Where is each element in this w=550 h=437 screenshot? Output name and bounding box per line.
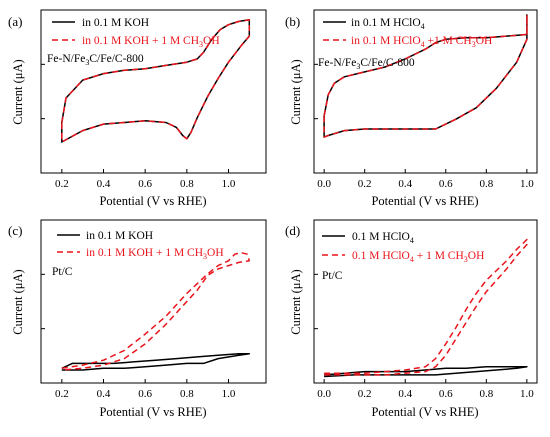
legend-c: in 0.1 M KOH in 0.1 M KOH + 1 M CH3OH [57,230,224,261]
x-tick-label-b-3: 0.6 [439,178,453,190]
x-tick-label-c-4: 1.0 [222,388,236,400]
series-line-d-2 [324,238,528,376]
legend-d: 0.1 M HClO4 0.1 M HClO4 + 1 M CH3OH [322,231,484,264]
x-tick-label-b-2: 0.4 [398,178,412,190]
legend-b: in 0.1 M HClO4 in 0.1 M HClO4 +1 M CH3OH [323,17,492,49]
sample-label-d: Pt/C [322,270,343,282]
x-axis-label-b: Potential (V vs RHE) [371,194,478,208]
x-axis-label-a: Potential (V vs RHE) [99,194,206,208]
series-line-a-1 [61,19,251,143]
series-group-a [61,19,251,143]
y-ticks-a [41,63,45,120]
plot-frame-d [313,219,538,384]
legend-entry-c-2: in 0.1 M KOH + 1 M CH3OH [86,247,224,261]
sample-label-c: Pt/C [52,266,73,278]
x-tick-label-b-5: 1.0 [520,178,534,190]
x-tick-label-c-2: 0.6 [138,388,152,400]
x-tick-label-a-1: 0.4 [97,178,111,190]
sample-label-a: Fe-N/Fe3C/Fe/C-800 [47,53,144,67]
x-tick-label-d-2: 0.4 [398,388,412,400]
series-line-b-2 [323,14,528,138]
subfigure-label-d: (d) [285,223,300,238]
legend-entry-b-2: in 0.1 M HClO4 +1 M CH3OH [351,35,492,49]
x-tick-label-a-4: 1.0 [222,178,236,190]
plot-frame-a [40,9,267,174]
legend-entry-b-1: in 0.1 M HClO4 [351,17,425,31]
x-tick-label-b-4: 0.8 [479,178,493,190]
legend-entry-d-2: 0.1 M HClO4 + 1 M CH3OH [352,250,484,264]
series-line-c-2 [61,251,251,371]
x-tick-label-b-0: 0.0 [317,178,331,190]
subfigure-label-c: (c) [8,223,22,238]
series-line-b-1 [323,14,528,138]
y-ticks-d [314,273,318,330]
x-tick-label-a-2: 0.6 [138,178,152,190]
x-tick-label-d-4: 0.8 [479,388,493,400]
panel-d: (d) 0.0 0.2 0.4 0.6 0.8 1.0 0.1 M HClO4 0.1 M… [285,219,538,419]
y-ticks-b [314,63,318,120]
panel-b: (b) 0.0 0.2 0.4 0.6 0.8 1.0 in 0.1 M HClO4 in… [285,9,538,208]
subfigure-label-b: (b) [285,14,300,29]
x-tick-label-c-1: 0.4 [97,388,111,400]
x-tick-label-a-3: 0.8 [180,178,194,190]
legend-entry-c-1: in 0.1 M KOH [86,230,153,242]
legend-a: in 0.1 M KOH in 0.1 M KOH + 1 M CH3OH [52,17,220,49]
plot-frame-b [313,9,538,174]
x-ticks-d: 0.0 0.2 0.4 0.6 0.8 1.0 [317,379,534,400]
x-tick-label-b-1: 0.2 [358,178,372,190]
x-axis-label-d: Potential (V vs RHE) [371,405,478,419]
x-tick-label-d-0: 0.0 [317,388,331,400]
x-tick-label-a-0: 0.2 [55,178,69,190]
panel-c: (c) 0.2 0.4 0.6 0.8 1.0 in 0.1 M KOH in 0.1 … [8,219,267,419]
y-axis-label-a: Current (μA) [11,59,25,124]
x-tick-label-c-0: 0.2 [55,388,69,400]
x-axis-label-c: Potential (V vs RHE) [99,405,206,419]
x-tick-label-d-5: 1.0 [520,388,534,400]
x-tick-label-d-3: 0.6 [439,388,453,400]
series-line-c-1 [61,352,251,371]
plot-frame-c [40,219,267,384]
y-ticks-c [41,273,45,330]
series-line-d-1 [324,365,528,378]
panel-a: (a) 0.2 0.4 0.6 0.8 1.0 in 0.1 M KOH in 0.1 … [8,9,267,208]
series-group-c [61,251,251,371]
x-ticks-c: 0.2 0.4 0.6 0.8 1.0 [55,379,236,400]
x-ticks-a: 0.2 0.4 0.6 0.8 1.0 [55,169,236,190]
y-axis-label-d: Current (μA) [289,269,303,334]
series-group-d [324,238,528,378]
x-tick-label-c-3: 0.8 [180,388,194,400]
subfigure-label-a: (a) [8,14,22,29]
legend-entry-a-2: in 0.1 M KOH + 1 M CH3OH [82,35,220,49]
legend-entry-a-1: in 0.1 M KOH [82,17,149,29]
y-axis-label-c: Current (μA) [11,269,25,334]
sample-label-b: Fe-N/Fe3C/Fe/C-800 [318,57,415,71]
x-ticks-b: 0.0 0.2 0.4 0.6 0.8 1.0 [317,169,534,190]
x-tick-label-d-1: 0.2 [358,388,372,400]
legend-entry-d-1: 0.1 M HClO4 [352,231,414,245]
y-axis-label-b: Current (μA) [289,59,303,124]
series-group-b [323,14,528,138]
